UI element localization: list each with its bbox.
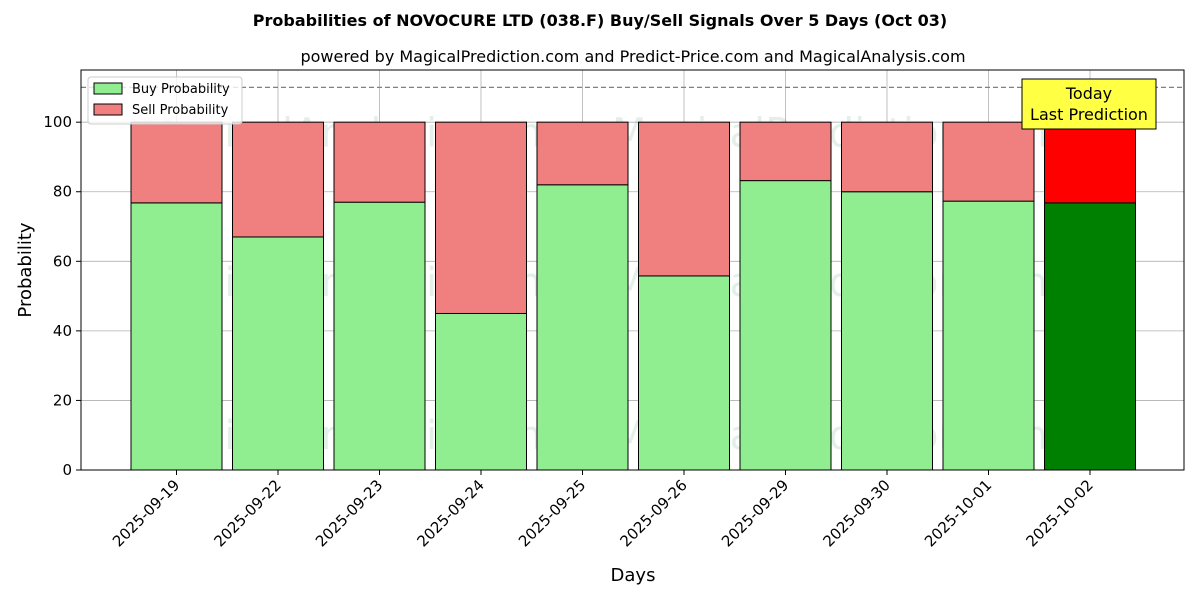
x-tick-label: 2025-10-01 (921, 476, 995, 550)
y-axis-ticks: 0 20 40 60 80 100 (43, 113, 81, 479)
buy-bar (1044, 202, 1136, 471)
annotation-line2: Last Prediction (1030, 105, 1148, 124)
x-tick-label: 2025-09-24 (413, 476, 487, 550)
sell-bar (841, 121, 933, 193)
sell-bar (435, 121, 527, 314)
buy-bar (739, 180, 832, 471)
legend-sell-label: Sell Probability (132, 103, 229, 118)
sell-bar (638, 121, 730, 277)
buy-bar (942, 200, 1035, 471)
chart-subtitle: powered by MagicalPrediction.com and Pre… (300, 47, 965, 66)
x-tick-label: 2025-10-02 (1022, 476, 1096, 550)
x-tick-label: 2025-09-19 (109, 476, 183, 550)
buy-bar (435, 312, 527, 471)
buy-bar (333, 201, 426, 471)
buy-bar (841, 191, 933, 471)
bars (130, 121, 1136, 471)
y-tick-label: 80 (53, 183, 72, 201)
sell-bar (333, 121, 426, 203)
y-tick-label: 100 (43, 113, 72, 131)
legend-sell-swatch (93, 103, 123, 116)
buy-bar (130, 202, 223, 471)
sell-bar (1044, 121, 1136, 204)
buy-bar (638, 275, 730, 471)
buy-bar (232, 236, 324, 471)
x-axis-label: Days (611, 565, 656, 586)
x-tick-label: 2025-09-22 (210, 476, 284, 550)
legend: Buy Probability Sell Probability (87, 76, 243, 125)
sell-bar (942, 121, 1035, 202)
y-tick-label: 20 (53, 391, 72, 409)
x-tick-label: 2025-09-26 (616, 476, 690, 550)
y-tick-label: 60 (53, 252, 72, 270)
y-tick-label: 40 (53, 322, 72, 340)
annotation-box (1021, 78, 1157, 130)
x-tick-label: 2025-09-30 (819, 476, 893, 550)
today-annotation: Today Last Prediction (1021, 78, 1157, 130)
sell-bar (536, 121, 629, 186)
x-tick-label: 2025-09-23 (312, 476, 386, 550)
legend-box (87, 76, 243, 125)
y-axis-label: Probability (15, 222, 36, 317)
chart-title: Probabilities of NOVOCURE LTD (038.F) Bu… (253, 11, 947, 30)
x-tick-label: 2025-09-29 (718, 476, 792, 550)
plot-frame (80, 69, 1185, 471)
annotation-line1: Today (1065, 84, 1112, 103)
sell-bar (232, 121, 324, 238)
legend-buy-label: Buy Probability (132, 82, 230, 97)
sell-bar (130, 121, 223, 204)
sell-bar (739, 121, 832, 182)
buy-bar (536, 184, 629, 471)
x-tick-label: 2025-09-25 (515, 476, 589, 550)
legend-buy-swatch (93, 82, 123, 95)
x-axis-ticks: 2025-09-19 2025-09-22 2025-09-23 2025-09-24… (109, 470, 1097, 550)
y-tick-label: 0 (62, 461, 72, 479)
